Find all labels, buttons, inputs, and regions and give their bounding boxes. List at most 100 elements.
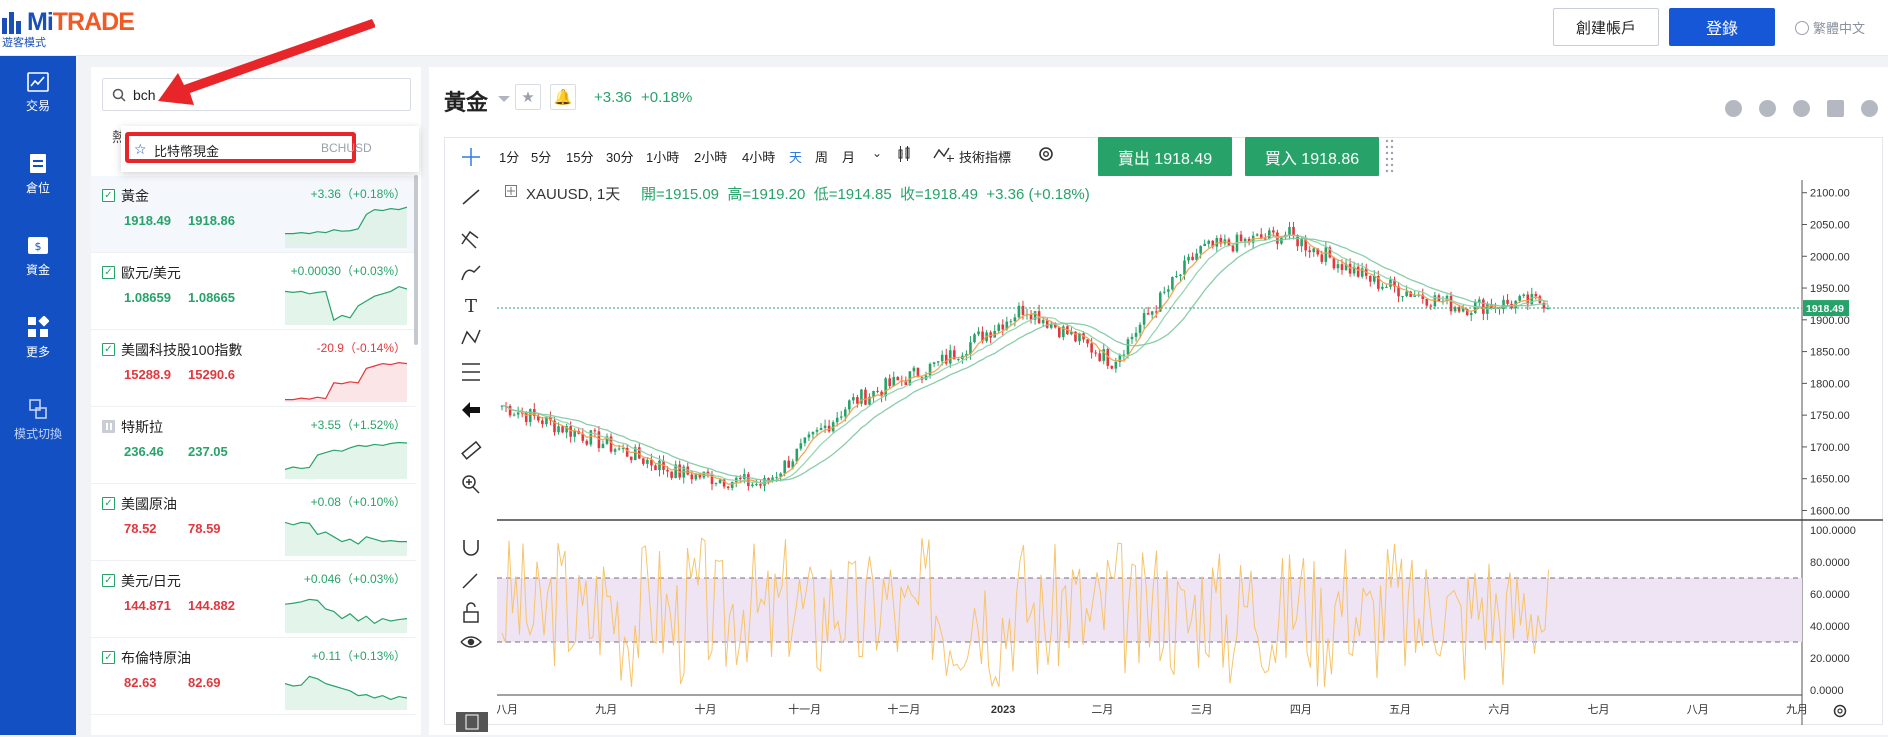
favorite-star-icon[interactable]: ★ [515,84,541,110]
candle-body [1328,247,1332,258]
checkbox-icon[interactable]: ✓ [102,189,115,202]
compass-icon[interactable] [1759,100,1776,117]
nav-item-funds[interactable]: $ 資金 [0,234,76,278]
calendar-icon[interactable] [1827,100,1844,117]
timeframe-0[interactable]: 1分 [499,150,520,165]
star-icon[interactable]: ☆ [134,141,147,157]
sparkline [285,675,407,710]
candle-body [1385,286,1388,288]
candle-body [1255,234,1259,236]
sell-button[interactable]: 賣出 1918.49 [1098,137,1232,176]
bid-price: 1918.49 [124,213,171,228]
candle-type-icon[interactable] [897,146,911,162]
login-button[interactable]: 登錄 [1669,8,1775,46]
watchlist-scrollbar[interactable] [414,175,418,345]
candle-body [1074,331,1077,342]
candle-body [658,460,661,471]
timeframe-9[interactable]: 月 [842,150,856,165]
settings-gear-icon[interactable] [1036,144,1056,164]
timeframe-more-icon[interactable]: ⌄ [872,146,883,160]
candle-body [771,477,774,482]
nav-item-mode-switch[interactable]: 模式切換 [0,398,76,442]
rsi-tick-label: 100.0000 [1810,525,1856,537]
candle-body [1150,311,1154,315]
moving-average-line [501,237,1549,482]
checkbox-icon[interactable]: ✓ [102,497,115,510]
indicator-icon[interactable] [933,146,955,162]
candle-body [1469,312,1473,315]
clock-icon[interactable] [1793,100,1810,117]
timeframe-2[interactable]: 15分 [566,150,594,165]
candle-body [1183,260,1186,275]
candle-body [718,479,722,484]
candle-body [1393,279,1396,287]
candle-body [1300,239,1303,247]
nav-item-positions[interactable]: 倉位 [0,152,76,196]
chart-symbol[interactable]: XAUUSD, 1天 [526,186,621,203]
time-tick-label: 八月 [497,704,518,716]
candle-body [1377,276,1380,289]
candle-body [678,464,681,478]
nav-item-trade[interactable]: 交易 [0,72,76,114]
price-chart[interactable]: 2100.00 2050.00 2000.00 1950.00 1900.00 1850.… [497,180,1883,725]
timeframe-1[interactable]: 5分 [531,150,552,165]
rsi-band [497,578,1802,642]
buy-button[interactable]: 買入 1918.86 [1245,137,1379,176]
bid-price: 15288.9 [124,367,171,382]
bid-price: 1.08659 [124,290,171,305]
technical-indicators-button[interactable]: 技術指標 [959,150,1012,165]
candle-body [1425,299,1429,306]
lock-icon [463,602,479,623]
checkbox-icon[interactable]: ✓ [102,574,115,587]
candle-body [1219,237,1223,244]
watchlist-row[interactable]: ✓ 美國原油 +0.08（+0.10%） 78.52 78.59 [91,484,416,561]
watchlist-row[interactable]: ✓ 美國科技股100指數 -20.9（-0.14%） 15288.9 15290.6 [91,330,416,407]
candle-body [884,378,887,397]
rsi-tick-label: 80.0000 [1810,557,1850,569]
checkbox-icon[interactable]: ✓ [102,266,115,279]
candle-body [714,483,718,485]
mitrade-logo[interactable]: MiTRADE [2,8,135,37]
search-result-item[interactable]: ☆ 比特幣現金 [125,132,356,163]
candle-body [1134,332,1138,337]
candle-body [1053,323,1057,328]
instrument-name: 布倫特原油 [121,650,191,666]
candle-body [621,447,625,449]
candle-body [1175,275,1178,278]
candle-body [1352,266,1356,274]
price-tick-label: 1800.00 [1810,378,1850,390]
checkbox-icon[interactable]: ✓ [102,651,115,664]
language-selector[interactable]: 繁體中文 [1795,18,1865,37]
timeframe-6[interactable]: 4小時 [742,150,776,165]
pie-chart-icon[interactable] [1725,100,1742,117]
candle-body [646,459,649,464]
checkbox-icon[interactable]: ✓ [102,343,115,356]
timeframe-7[interactable]: 天 [789,150,803,165]
timeframe-8[interactable]: 周 [815,150,829,165]
candle-body [912,367,916,372]
nav-item-more[interactable]: 更多 [0,316,76,360]
watchlist-row[interactable]: ✓ 歐元/美元 +0.00030（+0.03%） 1.08659 1.08665 [91,253,416,330]
watchlist-row[interactable]: ✓ 黃金 +3.36（+0.18%） 1918.49 1918.86 [91,176,416,253]
candle-body [860,389,863,404]
drag-handle-icon[interactable] [1385,137,1395,177]
timeframe-3[interactable]: 30分 [606,150,634,165]
candle-body [1130,336,1134,340]
time-tick-label: 四月 [1290,704,1312,716]
candle-body [1292,226,1295,236]
watchlist-row[interactable]: ✓ 布倫特原油 +0.11（+0.13%） 82.63 82.69 [91,638,416,715]
info-icon[interactable] [1861,100,1878,117]
chart-settings-gear-icon[interactable] [1831,702,1849,720]
timeframe-4[interactable]: 1小時 [646,150,680,165]
watchlist-row[interactable]: ✓ 美元/日元 +0.046（+0.03%） 144.871 144.882 [91,561,416,638]
watchlist-row[interactable]: 特斯拉 +3.55（+1.52%） 236.46 237.05 [91,407,416,484]
text-tool-icon: T [465,296,477,317]
price-alert-bell-icon[interactable]: 🔔 [550,84,576,110]
candle-body [799,443,803,449]
price-tick-label: 1950.00 [1810,283,1850,295]
timeframe-5[interactable]: 2小時 [694,150,728,165]
create-account-button[interactable]: 創建帳戶 [1553,8,1659,46]
collapse-legend-icon[interactable] [505,185,517,197]
instrument-dropdown-icon[interactable] [498,96,510,102]
time-tick-label: 五月 [1389,704,1411,716]
